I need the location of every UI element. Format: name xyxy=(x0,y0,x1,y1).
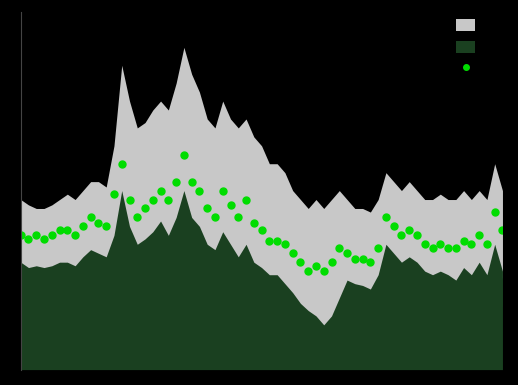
Legend: , , : , , xyxy=(453,17,483,77)
